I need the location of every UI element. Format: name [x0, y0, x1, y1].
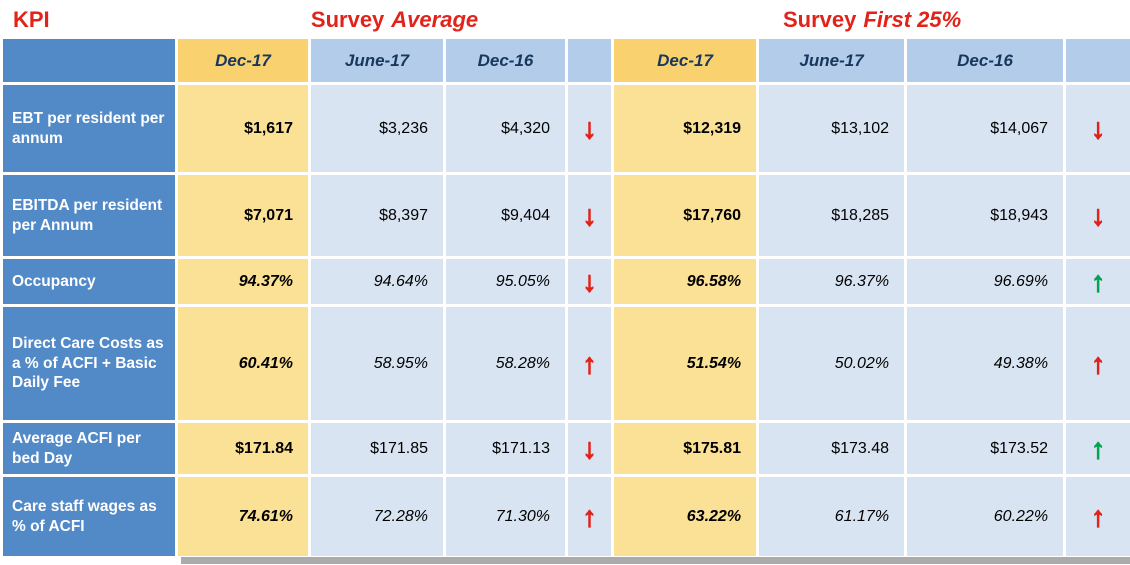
- group-title-italic: First 25%: [863, 6, 962, 32]
- value-cell: 51.54%: [611, 304, 760, 423]
- trend-arrow-icon: ↑: [1063, 304, 1130, 423]
- value-cell: $18,285: [756, 172, 908, 259]
- value-cell: $1,617: [175, 82, 311, 175]
- group-title-italic: Average: [391, 6, 479, 32]
- value-cell: 60.41%: [175, 304, 311, 423]
- trend-arrow-icon: ↓: [564, 256, 615, 307]
- column-header-dec17: Dec-17: [611, 36, 760, 85]
- trend-arrow-icon: ↑: [564, 304, 615, 423]
- value-cell: $13,102: [756, 82, 908, 175]
- value-cell: $171.13: [443, 420, 568, 477]
- trend-arrow-icon: ↑: [564, 474, 615, 559]
- column-header-dec16: Dec-16: [443, 36, 568, 85]
- row-label: Care staff wages as % of ACFI: [0, 474, 178, 559]
- group-title-survey-first25: Survey First 25%: [611, 0, 1130, 39]
- value-cell: $8,397: [308, 172, 446, 259]
- value-cell: 94.64%: [308, 256, 446, 307]
- trend-arrow-icon: ↓: [1063, 172, 1130, 259]
- value-cell: 74.61%: [175, 474, 311, 559]
- value-cell: 95.05%: [443, 256, 568, 307]
- value-cell: 94.37%: [175, 256, 311, 307]
- table-row: Care staff wages as % of ACFI 74.61% 72.…: [0, 474, 1130, 559]
- trend-arrow-icon: ↑: [1063, 474, 1130, 559]
- value-cell: $14,067: [904, 82, 1067, 175]
- trend-column-header: [1063, 36, 1130, 85]
- value-cell: 49.38%: [904, 304, 1067, 423]
- column-header-dec16: Dec-16: [904, 36, 1067, 85]
- value-cell: 58.95%: [308, 304, 446, 423]
- value-cell: 60.22%: [904, 474, 1067, 559]
- value-cell: $173.48: [756, 420, 908, 477]
- value-cell: $7,071: [175, 172, 311, 259]
- value-cell: 71.30%: [443, 474, 568, 559]
- page-title: KPI: [0, 0, 178, 39]
- value-cell: 96.58%: [611, 256, 760, 307]
- table-row: Direct Care Costs as a % of ACFI + Basic…: [0, 304, 1130, 423]
- trend-arrow-icon: ↑: [1063, 420, 1130, 477]
- table-row: Average ACFI per bed Day $171.84 $171.85…: [0, 420, 1130, 477]
- value-cell: $17,760: [611, 172, 760, 259]
- value-cell: $171.85: [308, 420, 446, 477]
- value-cell: 63.22%: [611, 474, 760, 559]
- table-row: EBITDA per resident per Annum $7,071 $8,…: [0, 172, 1130, 259]
- group-title-plain: Survey: [310, 6, 385, 32]
- value-cell: $9,404: [443, 172, 568, 259]
- value-cell: 58.28%: [443, 304, 568, 423]
- value-cell: 61.17%: [756, 474, 908, 559]
- value-cell: $4,320: [443, 82, 568, 175]
- table-row: Occupancy 94.37% 94.64% 95.05% ↓ 96.58% …: [0, 256, 1130, 307]
- trend-arrow-icon: ↓: [564, 82, 615, 175]
- value-cell: $3,236: [308, 82, 446, 175]
- row-label: Direct Care Costs as a % of ACFI + Basic…: [0, 304, 178, 423]
- column-header-june17: June-17: [308, 36, 446, 85]
- table-drop-shadow: [181, 557, 1130, 564]
- value-cell: 72.28%: [308, 474, 446, 559]
- value-cell: $171.84: [175, 420, 311, 477]
- column-header-dec17: Dec-17: [175, 36, 311, 85]
- value-cell: $12,319: [611, 82, 760, 175]
- trend-arrow-icon: ↓: [1063, 82, 1130, 175]
- trend-column-header: [564, 36, 615, 85]
- trend-arrow-icon: ↓: [564, 172, 615, 259]
- row-label: Occupancy: [0, 256, 178, 307]
- value-cell: $173.52: [904, 420, 1067, 477]
- value-cell: 50.02%: [756, 304, 908, 423]
- column-header-june17: June-17: [756, 36, 908, 85]
- value-cell: $175.81: [611, 420, 760, 477]
- value-cell: 96.69%: [904, 256, 1067, 307]
- group-title-survey-average: Survey Average: [174, 0, 615, 39]
- row-label: Average ACFI per bed Day: [0, 420, 178, 477]
- trend-arrow-icon: ↓: [564, 420, 615, 477]
- group-title-plain: Survey: [782, 6, 857, 32]
- corner-cell: [0, 36, 178, 85]
- trend-arrow-icon: ↑: [1063, 256, 1130, 307]
- row-label: EBITDA per resident per Annum: [0, 172, 178, 259]
- value-cell: $18,943: [904, 172, 1067, 259]
- table-row: EBT per resident per annum $1,617 $3,236…: [0, 82, 1130, 175]
- row-label: EBT per resident per annum: [0, 82, 178, 175]
- value-cell: 96.37%: [756, 256, 908, 307]
